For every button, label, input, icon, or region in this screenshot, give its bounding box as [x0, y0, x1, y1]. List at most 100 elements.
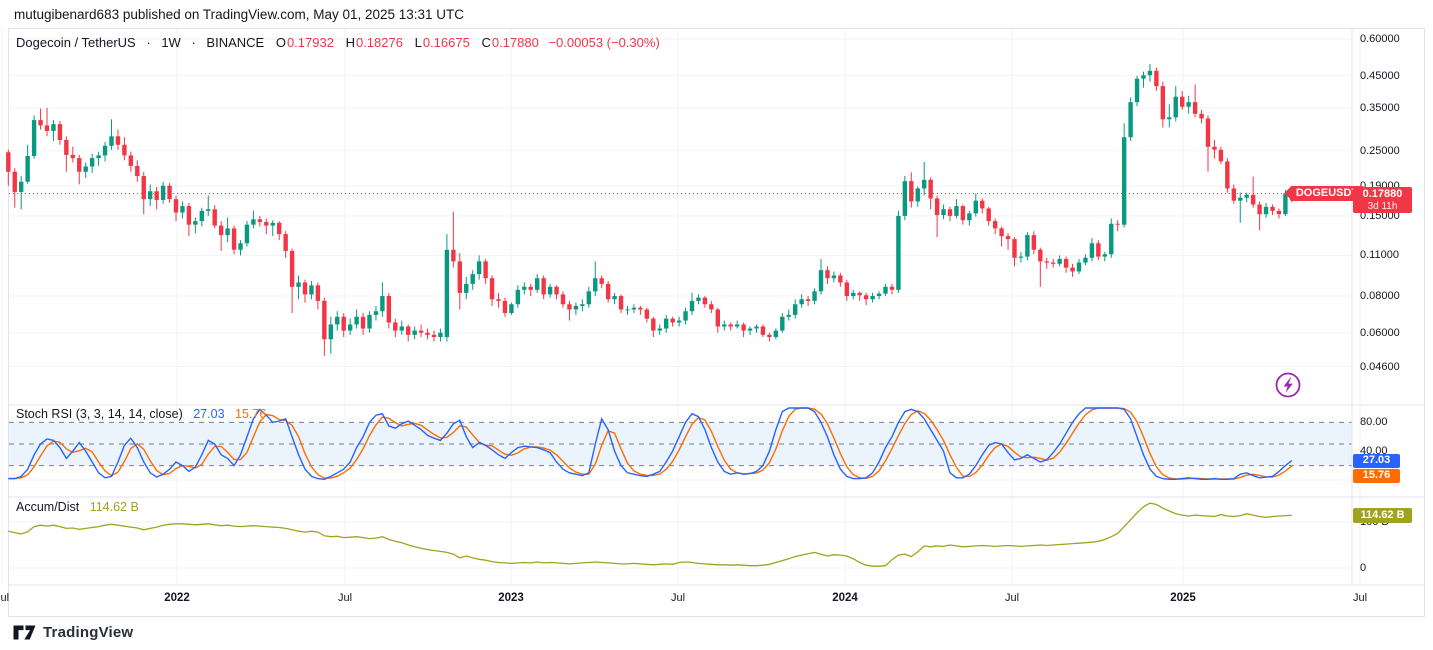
price-axis-label: 0.06000: [1360, 326, 1400, 339]
accum-legend[interactable]: Accum/Dist 114.62 B: [16, 500, 139, 514]
candle-body: [199, 210, 204, 222]
candle-body: [496, 299, 501, 301]
candle-body: [154, 191, 159, 200]
candle-body: [231, 228, 237, 250]
candle-body: [160, 185, 166, 200]
candle-body: [238, 243, 243, 250]
candle-body: [664, 318, 669, 329]
boost-button[interactable]: [1275, 372, 1301, 398]
candle-body: [1051, 262, 1056, 264]
candle-body: [502, 300, 508, 314]
candle-body: [451, 249, 456, 262]
candle-body: [818, 270, 824, 292]
candle-body: [489, 278, 495, 300]
candle-body: [760, 326, 766, 335]
candle-body: [992, 221, 998, 229]
candle-body: [773, 330, 779, 338]
candle-body: [380, 296, 385, 312]
candle-body: [1025, 235, 1030, 257]
candle-body: [618, 296, 624, 310]
candle-body: [715, 309, 720, 327]
candle-body: [354, 316, 359, 325]
candle-body: [1218, 149, 1224, 162]
candle-body: [102, 145, 108, 156]
candle-body: [335, 316, 340, 325]
candle-body: [676, 320, 682, 323]
candle-body: [167, 185, 172, 200]
candle-body: [1012, 239, 1017, 258]
candle-body: [186, 206, 192, 225]
candle-body: [734, 324, 740, 327]
candle-body: [844, 282, 849, 297]
time-axis-year-label: 2023: [498, 592, 524, 604]
candle-body: [825, 270, 830, 279]
candle-body: [1231, 188, 1236, 201]
low-label: L: [414, 35, 422, 50]
stoch-axis-label: 80.00: [1360, 416, 1388, 429]
candle-body: [1225, 161, 1230, 189]
candle-body: [476, 261, 482, 275]
candle-body: [1212, 146, 1217, 150]
stoch-d-badge-text: 15.76: [1362, 469, 1391, 482]
lightning-bolt: [1283, 377, 1293, 393]
candle-body: [851, 292, 856, 297]
candle-body: [754, 326, 759, 329]
candle-body: [1083, 257, 1088, 263]
candle-body: [883, 286, 888, 294]
tradingview-footer[interactable]: TradingView: [13, 624, 133, 641]
candle-body: [328, 324, 333, 340]
price-axis-label: 0.25000: [1360, 144, 1400, 157]
candle-body: [947, 209, 953, 216]
candle-body: [638, 307, 643, 310]
stoch-title[interactable]: Stoch RSI (3, 3, 14, 14, close): [16, 407, 183, 421]
candle-body: [1057, 258, 1062, 264]
candle-body: [1180, 96, 1185, 107]
candle-body: [1134, 78, 1140, 103]
candle-body: [967, 213, 972, 221]
price-axis-label: 0.60000: [1360, 33, 1400, 46]
attribution-text: mutugibenard683 published on TradingView…: [14, 7, 465, 22]
candle-body: [1160, 86, 1166, 120]
time-axis-month-label: Jul: [0, 592, 10, 604]
candle-body: [1115, 223, 1120, 225]
symbol-price-label: DOGEUSDT: [1290, 185, 1364, 201]
candle-body: [1263, 206, 1269, 215]
candle-body: [1147, 70, 1153, 76]
stoch-d-badge: 15.76: [1353, 468, 1400, 483]
high-label: H: [345, 35, 355, 50]
main-legend[interactable]: Dogecoin / TetherUS · 1W · BINANCE O0.17…: [16, 35, 660, 50]
accum-dist-badge: 114.62 B: [1353, 507, 1412, 523]
timeframe-label[interactable]: 1W: [161, 35, 181, 50]
candle-body: [438, 332, 443, 338]
close-value: 0.17880: [491, 35, 539, 50]
accum-title[interactable]: Accum/Dist: [16, 500, 80, 514]
candle-body: [580, 304, 585, 306]
candle-body: [1250, 194, 1256, 205]
candle-body: [1186, 102, 1191, 107]
candle-body: [922, 179, 927, 189]
symbol-title[interactable]: Dogecoin / TetherUS: [16, 35, 136, 50]
candle-body: [251, 219, 256, 225]
candle-body: [347, 324, 353, 331]
stoch-legend[interactable]: Stoch RSI (3, 3, 14, 14, close) 27.03 15…: [16, 407, 266, 421]
candle-body: [722, 324, 727, 327]
candle-body: [625, 309, 630, 311]
candle-body: [838, 275, 843, 283]
candle-body: [1063, 258, 1069, 268]
candle-body: [683, 311, 688, 321]
candle-body: [393, 322, 398, 331]
vertical-gridlines: [1, 29, 1361, 585]
candle-body: [399, 326, 404, 331]
candle-body: [1070, 267, 1075, 272]
candle-body: [367, 314, 372, 329]
candle-body: [509, 304, 514, 314]
candle-body: [6, 152, 11, 172]
candle-body: [780, 316, 785, 331]
time-axis-year-label: 2024: [832, 592, 858, 604]
accum-value: 114.62 B: [89, 500, 139, 514]
candle-body: [863, 295, 869, 300]
candle-body: [1031, 235, 1037, 250]
time-axis-month-label: Jul: [1352, 592, 1368, 604]
candle-body: [277, 222, 282, 235]
